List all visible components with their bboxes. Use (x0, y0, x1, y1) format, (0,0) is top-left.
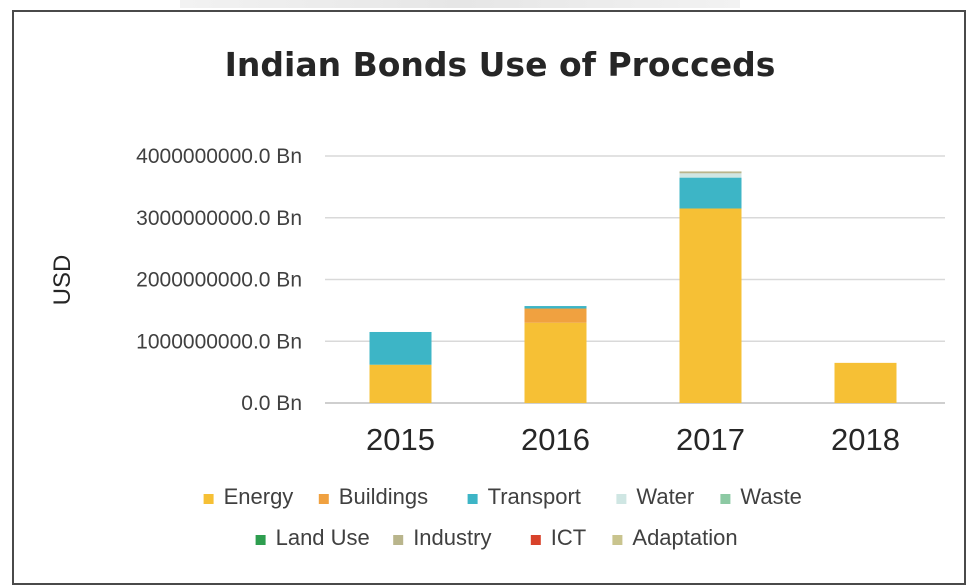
legend-label: Transport (488, 484, 581, 509)
legend-label: ICT (551, 525, 586, 550)
bar-segment-transport-2016 (524, 306, 587, 309)
legend-swatch (616, 494, 627, 504)
y-axis-label: USD (49, 255, 76, 306)
y-tick-label: 1000000000.0 Bn (136, 330, 302, 353)
bar-segment-buildings-2016 (524, 308, 587, 323)
legend-label: Buildings (339, 484, 428, 509)
legend-item-industry: Industry (393, 525, 491, 550)
legend-item-waste: Waste (720, 484, 802, 509)
legend-label: Industry (413, 525, 491, 550)
legend-label: Land Use (276, 525, 370, 550)
bar-segment-industry-2017 (679, 171, 742, 174)
legend-swatch (203, 494, 214, 504)
legend-swatch (530, 535, 541, 545)
bar-segment-energy-2018 (834, 362, 897, 403)
bar-segment-energy-2016 (524, 322, 587, 403)
bar-segment-energy-2017 (679, 208, 742, 403)
legend-label: Adaptation (632, 525, 737, 550)
y-tick-label: 3000000000.0 Bn (136, 207, 302, 230)
legend-item-ict: ICT (530, 525, 586, 550)
legend-swatch (393, 535, 404, 545)
legend-item-adaptation: Adaptation (612, 525, 738, 550)
x-tick-label: 2016 (521, 422, 590, 457)
legend-label: Waste (740, 484, 802, 509)
legend-label: Energy (224, 484, 294, 509)
legend-item-land-use: Land Use (255, 525, 370, 550)
bars (369, 171, 897, 403)
bar-segment-transport-2017 (679, 177, 742, 209)
legend-swatch (467, 494, 478, 504)
bar-segment-transport-2015 (369, 331, 432, 365)
bar-segment-energy-2015 (369, 364, 432, 403)
chart-title: Indian Bonds Use of Procceds (225, 45, 776, 84)
x-tick-label: 2017 (676, 422, 745, 457)
legend-swatch (255, 535, 266, 545)
legend-swatch (318, 494, 329, 504)
y-tick-label: 0.0 Bn (241, 392, 302, 415)
legend-item-transport: Transport (467, 484, 581, 509)
legend-item-energy: Energy (203, 484, 294, 509)
legend: Energy Buildings Transport Water Waste Land U… (203, 484, 802, 550)
legend-item-buildings: Buildings (318, 484, 428, 509)
legend-swatch (720, 494, 731, 504)
legend-item-water: Water (616, 484, 694, 509)
legend-label: Water (636, 484, 694, 509)
x-tick-label: 2018 (831, 422, 900, 457)
top-decorative-band (180, 0, 740, 8)
y-tick-label: 2000000000.0 Bn (136, 269, 302, 292)
chart-frame (12, 10, 966, 585)
x-axis-ticks: 2015 2016 2017 2018 (366, 422, 900, 457)
legend-swatch (612, 535, 623, 545)
y-axis-ticks: 0.0 Bn 1000000000.0 Bn 2000000000.0 Bn 3000… (136, 145, 302, 415)
x-tick-label: 2015 (366, 422, 435, 457)
bar-segment-water-2017 (679, 173, 742, 178)
y-tick-label: 4000000000.0 Bn (136, 145, 302, 168)
